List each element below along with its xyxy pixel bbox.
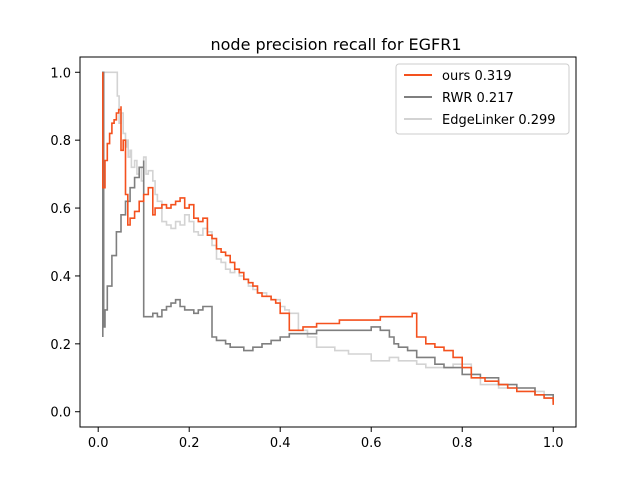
x-tick-label: 0.8	[452, 436, 473, 451]
x-axis: 0.0 0.2 0.4 0.6 0.8 1.0	[88, 427, 564, 451]
series-line-rwr	[102, 71, 554, 402]
y-tick-label: 0.4	[50, 270, 71, 285]
series-line-ours	[102, 72, 554, 405]
legend-label-edgelinker: EdgeLinker 0.299	[442, 113, 556, 128]
legend: ours 0.319 RWR 0.217 EdgeLinker 0.299	[395, 63, 570, 135]
y-tick-label: 0.2	[50, 338, 71, 353]
y-tick-label: 0.8	[50, 134, 71, 149]
x-tick-label: 0.6	[361, 436, 382, 451]
chart-title: node precision recall for EGFR1	[210, 35, 461, 54]
series-line-edgelinker	[102, 71, 554, 402]
x-tick-label: 0.4	[270, 436, 291, 451]
y-tick-label: 0.0	[50, 406, 71, 421]
y-axis: 0.0 0.2 0.4 0.6 0.8 1.0	[50, 66, 80, 421]
plot-area	[102, 71, 554, 405]
x-tick-label: 0.0	[88, 436, 109, 451]
legend-label-ours: ours 0.319	[442, 69, 512, 84]
legend-label-rwr: RWR 0.217	[442, 91, 514, 106]
x-tick-label: 0.2	[179, 436, 200, 451]
x-tick-label: 1.0	[543, 436, 564, 451]
y-tick-label: 0.6	[50, 202, 71, 217]
axes-frame	[79, 56, 577, 428]
y-tick-label: 1.0	[50, 66, 71, 81]
legend-box	[395, 63, 570, 135]
